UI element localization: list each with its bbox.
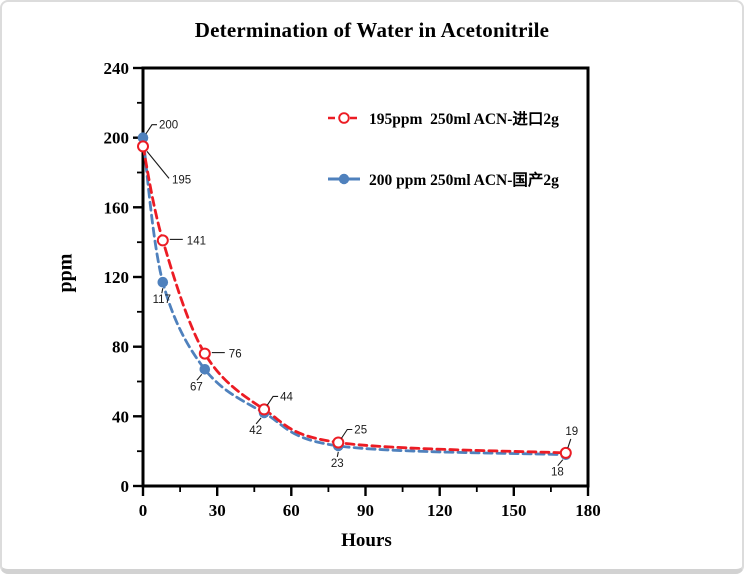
y-tick-label: 160	[104, 198, 130, 217]
x-tick-label: 90	[357, 501, 374, 520]
y-tick-label: 200	[104, 129, 130, 148]
y-tick-label: 80	[112, 338, 129, 357]
data-point-marker-s0-p2	[198, 347, 211, 360]
data-label-leader-s1-p2	[196, 373, 203, 381]
legend-item-domestic-acn: 200 ppm 250ml ACN-国产2g	[326, 167, 559, 191]
data-label-s1-p1: 117	[153, 294, 171, 306]
x-axis-title: Hours	[341, 530, 392, 551]
data-label-leader-s1-p4	[336, 451, 339, 458]
legend: 195ppm 250ml ACN-进口2g 200 ppm 250ml ACN-…	[326, 106, 559, 191]
data-label-s0-p4: 25	[354, 425, 367, 437]
data-label-s0-p2: 76	[229, 349, 242, 361]
data-label-leader-s0-p4	[340, 428, 353, 439]
legend-label-imported: 195ppm 250ml ACN-进口2g	[369, 111, 559, 128]
data-label-s0-p5: 19	[565, 426, 578, 438]
x-tick-label: 120	[427, 501, 453, 520]
series-line-0	[141, 145, 568, 455]
data-label-leader-s1-p5	[557, 459, 564, 467]
data-label-s0-p1: 141	[187, 235, 206, 247]
series-line-1	[141, 136, 568, 457]
legend-marker-sample	[338, 112, 350, 124]
y-tick-label: 0	[121, 477, 130, 496]
data-point-marker-s0-p5	[559, 446, 572, 459]
y-tick-label: 240	[104, 59, 130, 78]
data-point-marker-s0-p3	[258, 403, 271, 416]
data-point-marker-s1-p2	[199, 364, 211, 375]
data-label-s1-p3: 42	[249, 425, 262, 437]
data-label-s0-p0: 195	[172, 174, 191, 186]
data-point-marker-s0-p4	[332, 436, 345, 449]
y-tick-label: 40	[112, 407, 129, 426]
y-axis-title: ppm	[54, 253, 77, 293]
x-tick-label: 180	[575, 501, 601, 520]
x-tick-label: 150	[501, 501, 527, 520]
blue-filled-circle-marker-icon	[328, 173, 360, 185]
y-tick-label: 120	[104, 268, 130, 287]
plot-frame	[141, 66, 590, 488]
data-label-s1-p4: 23	[331, 458, 344, 470]
data-label-s0-p3: 44	[280, 391, 293, 403]
data-label-s1-p2: 67	[190, 381, 203, 393]
data-point-marker-s0-p0	[137, 140, 149, 153]
legend-label-domestic: 200 ppm 250ml ACN-国产2g	[369, 172, 559, 189]
x-tick-label: 30	[209, 501, 226, 520]
data-label-leader-s1-p0	[145, 124, 157, 135]
data-label-leader-s0-p0	[146, 151, 170, 179]
x-tick-label: 60	[283, 501, 300, 520]
data-label-leader-s0-p3	[266, 395, 279, 406]
data-label-leader-s1-p3	[255, 417, 262, 425]
data-point-marker-s1-p1	[157, 276, 169, 288]
red-dashed-open-circle-marker-icon	[328, 112, 360, 124]
data-label-s1-p0: 200	[159, 120, 178, 132]
data-label-s1-p5: 18	[551, 467, 564, 479]
x-tick-label: 0	[139, 501, 148, 520]
data-point-marker-s0-p1	[156, 234, 169, 247]
chart-title: Determination of Water in Acetonitrile	[194, 18, 550, 42]
legend-item-imported-acn: 195ppm 250ml ACN-进口2g	[326, 106, 559, 130]
data-label-leader-s0-p5	[567, 438, 572, 449]
data-point-marker-s1-p0	[137, 132, 149, 143]
legend-marker-sample	[338, 173, 350, 185]
data-label-leader-s1-p1	[161, 288, 164, 294]
